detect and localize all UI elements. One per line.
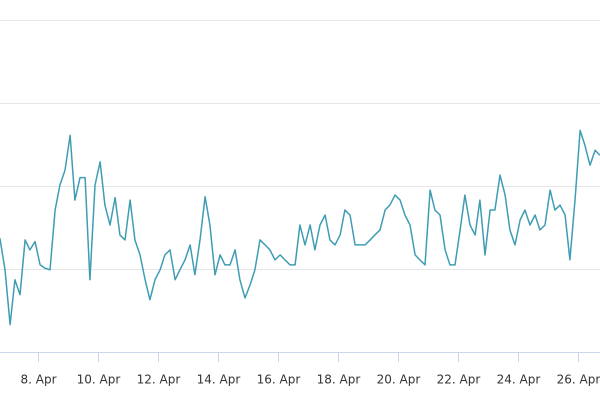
x-tick-label: 10. Apr bbox=[77, 373, 121, 387]
x-tick-label: 20. Apr bbox=[377, 373, 421, 387]
x-tick-label: 12. Apr bbox=[137, 373, 181, 387]
x-tick-label: 8. Apr bbox=[20, 373, 56, 387]
plot-area bbox=[0, 129, 600, 326]
x-tick-label: 22. Apr bbox=[437, 373, 481, 387]
x-tick-label: 24. Apr bbox=[497, 373, 541, 387]
x-tick-label: 16. Apr bbox=[257, 373, 301, 387]
x-tick-label: 18. Apr bbox=[317, 373, 361, 387]
series-line bbox=[0, 129, 600, 326]
x-tick-label: 26. Apr bbox=[557, 373, 600, 387]
x-tick-label: 14. Apr bbox=[197, 373, 241, 387]
